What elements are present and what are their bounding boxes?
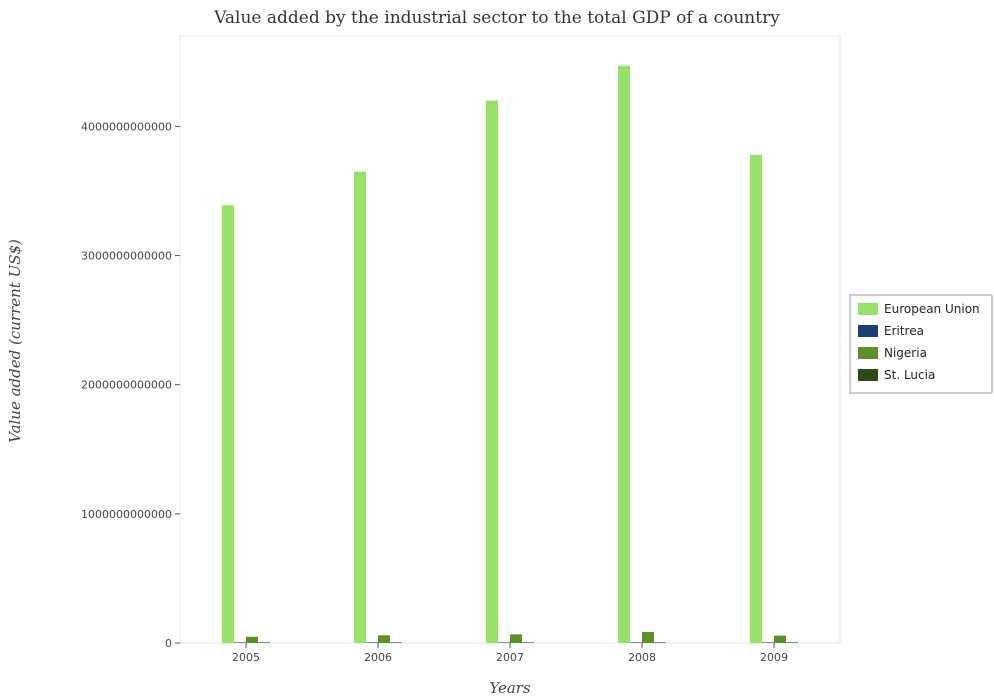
bar-eritrea-2009 [762, 642, 774, 643]
y-tick-label: 4000000000000 [81, 120, 172, 133]
bar-eritrea-2007 [498, 642, 510, 643]
y-axis-title: Value added (current US$) [6, 239, 24, 443]
x-tick-label: 2009 [760, 651, 788, 664]
legend-swatch [858, 347, 878, 359]
bar-st-lucia-2005 [258, 642, 270, 643]
bar-st-lucia-2006 [390, 642, 402, 643]
bar-eritrea-2006 [366, 642, 378, 643]
plot-area [179, 35, 841, 644]
legend-label: Nigeria [884, 346, 927, 360]
bar-nigeria-2008 [642, 631, 654, 643]
bar-european-union-2009 [750, 154, 762, 643]
bar-european-union-2008 [618, 65, 630, 644]
bars [222, 65, 798, 644]
x-axis: 2005 2006 2007 2008 2009 [232, 643, 788, 664]
y-tick-label: 1000000000000 [81, 508, 172, 521]
legend-swatch [858, 325, 878, 337]
bar-st-lucia-2009 [786, 642, 798, 643]
bar-european-union-2006 [354, 171, 366, 643]
x-tick-label: 2005 [232, 651, 260, 664]
legend-label: Eritrea [884, 324, 924, 338]
bar-st-lucia-2008 [654, 642, 666, 643]
x-tick-label: 2006 [364, 651, 392, 664]
y-tick-label: 3000000000000 [81, 250, 172, 263]
chart-title: Value added by the industrial sector to … [214, 8, 780, 28]
x-tick-label: 2007 [496, 651, 524, 664]
bar-eritrea-2008 [630, 642, 642, 643]
x-tick-label: 2008 [628, 651, 656, 664]
bar-nigeria-2005 [246, 636, 258, 643]
y-tick-label: 2000000000000 [81, 379, 172, 392]
bar-nigeria-2006 [378, 635, 390, 643]
bar-nigeria-2009 [774, 635, 786, 643]
x-axis-title: Years [489, 679, 531, 697]
legend-label: European Union [884, 302, 980, 316]
bar-european-union-2005 [222, 205, 234, 643]
bar-european-union-2007 [486, 100, 498, 644]
bar-st-lucia-2007 [522, 642, 534, 643]
y-tick-label: 0 [165, 637, 172, 650]
legend: European Union Eritrea Nigeria St. Lucia [849, 294, 993, 394]
bar-eritrea-2005 [234, 642, 246, 643]
legend-swatch [858, 303, 878, 315]
legend-label: St. Lucia [884, 368, 935, 382]
bar-nigeria-2007 [510, 634, 522, 643]
legend-swatch [858, 369, 878, 381]
y-axis: 0 1000000000000 2000000000000 3000000000000… [81, 120, 180, 650]
